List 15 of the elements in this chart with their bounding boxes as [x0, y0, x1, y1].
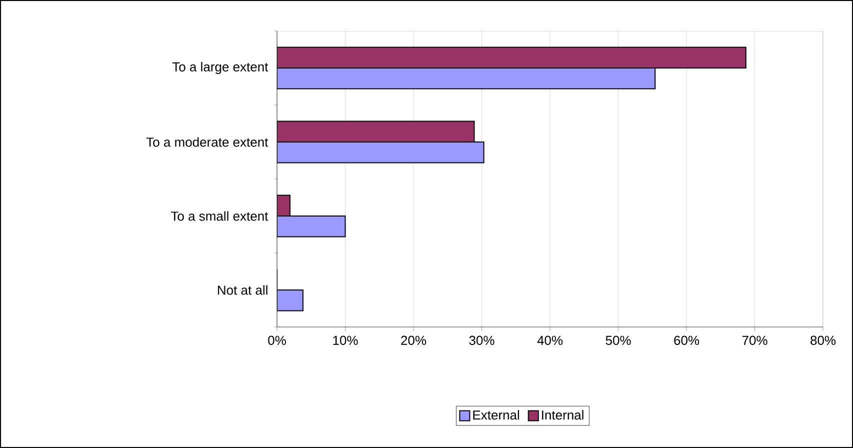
- x-tick-label: 10%: [333, 336, 358, 345]
- y-tick-label: To a small extent: [170, 211, 268, 221]
- x-tick-label: 0%: [268, 336, 286, 345]
- y-tick-label: To a large extent: [172, 62, 268, 74]
- x-tick-label: 50%: [606, 336, 631, 345]
- legend-label: External: [473, 410, 520, 420]
- x-tick-label: 80%: [810, 336, 836, 345]
- x-tick-label: 40%: [537, 336, 563, 345]
- y-tick-label: To a moderate extent: [146, 137, 268, 147]
- y-tick-label: Not at all: [218, 285, 268, 295]
- x-tick-label: 20%: [401, 336, 426, 345]
- legend-label: Internal: [542, 410, 584, 420]
- x-tick-label: 70%: [742, 336, 768, 345]
- x-tick-label: 30%: [469, 336, 494, 345]
- x-tick-label: 60%: [674, 336, 700, 345]
